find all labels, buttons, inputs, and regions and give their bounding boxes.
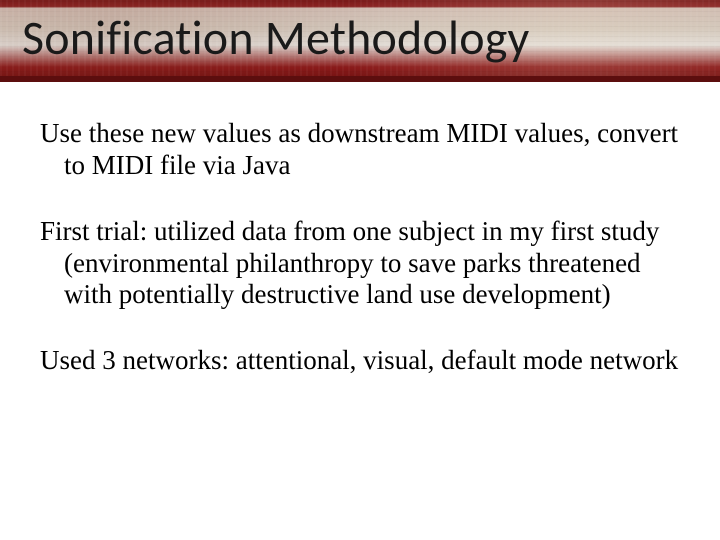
body-paragraph: Used 3 networks: attentional, visual, de… [40, 345, 680, 377]
header-underline [0, 76, 720, 82]
slide-body: Use these new values as downstream MIDI … [40, 118, 680, 377]
slide-title: Sonification Methodology [22, 8, 529, 67]
body-paragraph: Use these new values as downstream MIDI … [40, 118, 680, 182]
slide: Sonification Methodology Use these new v… [0, 0, 720, 540]
body-paragraph: First trial: utilized data from one subj… [40, 216, 680, 312]
